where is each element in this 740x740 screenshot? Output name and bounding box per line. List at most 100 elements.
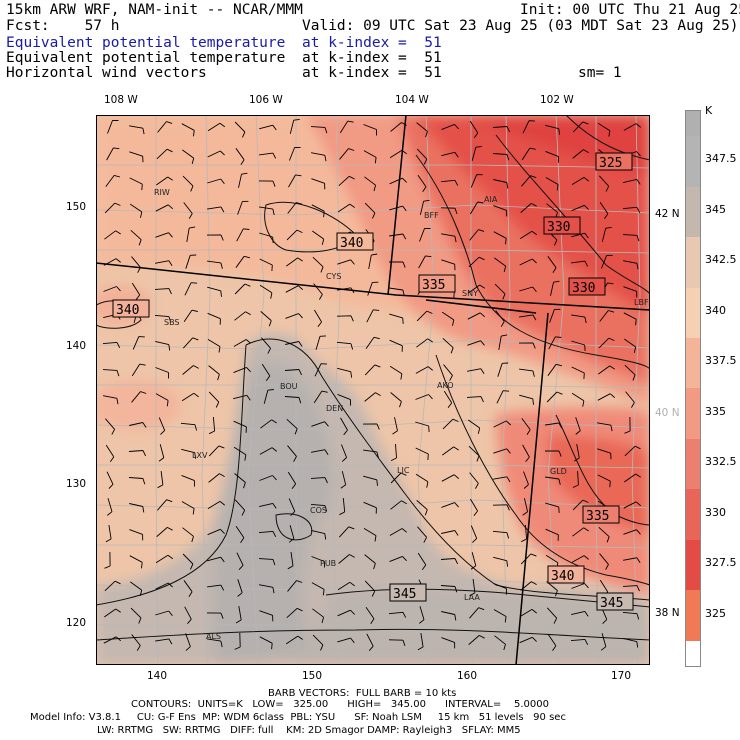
- init-time: Init: 00 UTC Thu 21 Aug 25: [520, 2, 740, 18]
- contour-label: 335: [418, 274, 456, 293]
- station-lxv: LXV: [192, 451, 208, 460]
- station-sny: SNY: [462, 289, 478, 298]
- wind-barb: [156, 527, 173, 537]
- wind-barb: [337, 259, 355, 265]
- wind-barb: [259, 636, 273, 650]
- wind-barb: [234, 121, 246, 138]
- wind-barb: [363, 475, 378, 486]
- colorbar-tick-label: 327.5: [705, 556, 737, 570]
- wind-barb: [390, 392, 402, 408]
- wind-barb: [289, 118, 300, 134]
- wind-barb: [415, 366, 433, 374]
- grid-x-label-150: 150: [302, 670, 323, 682]
- wind-barb: [105, 525, 112, 543]
- wind-barb: [181, 392, 199, 402]
- wind-barb: [129, 125, 145, 135]
- wind-barb: [623, 178, 641, 185]
- wind-barb: [623, 501, 641, 509]
- wind-barb: [337, 581, 355, 591]
- field3-level: at k-index = 51: [302, 65, 442, 81]
- model-info-line2: LW: RRTMG SW: RRTMG DIFF: full KM: 2D Sm…: [97, 725, 521, 736]
- lon-label-102w: 102 W: [540, 94, 574, 106]
- wind-barb: [492, 504, 510, 511]
- wind-barb: [363, 501, 377, 514]
- wind-barb: [207, 260, 223, 269]
- wind-barb: [521, 418, 531, 435]
- wind-barb: [156, 148, 173, 160]
- wind-barb: [365, 336, 380, 349]
- wind-barb: [287, 471, 297, 489]
- contour-325: [565, 115, 650, 161]
- field2-level: at k-index = 51: [302, 50, 442, 66]
- colorbar-tick-label: 335: [705, 404, 726, 418]
- wind-barb: [547, 633, 557, 651]
- wind-barb: [182, 365, 199, 375]
- wind-barb: [598, 175, 610, 192]
- wind-barb: [520, 524, 528, 543]
- wind-barb: [572, 527, 589, 537]
- wind-barb: [623, 637, 639, 648]
- wind-barb: [129, 555, 143, 569]
- wind-barb: [312, 230, 325, 245]
- wind-barb: [494, 635, 506, 651]
- wind-barb: [442, 337, 454, 354]
- wind-barb: [157, 121, 173, 133]
- wind-barb: [571, 555, 589, 563]
- wind-barb: [338, 526, 355, 538]
- wind-barb: [286, 418, 298, 435]
- wind-barb: [497, 362, 509, 377]
- wind-barb: [129, 529, 144, 541]
- wind-barb: [103, 258, 121, 266]
- wind-barb: [519, 636, 537, 644]
- wind-barb: [520, 581, 537, 591]
- wind-barb: [388, 639, 406, 647]
- lat-label-42n: 42 N: [655, 208, 680, 220]
- wind-barb: [441, 259, 456, 271]
- wind-barb: [285, 285, 303, 293]
- wind-barb: [440, 179, 459, 186]
- contour-label: 340: [547, 565, 585, 584]
- wind-barb: [102, 341, 121, 349]
- wind-barb: [623, 312, 637, 326]
- wind-barb: [364, 554, 376, 570]
- wind-barb: [389, 528, 408, 536]
- wind-barb: [131, 363, 146, 377]
- wind-barb: [284, 369, 303, 376]
- wind-barb: [182, 337, 199, 349]
- wind-barb: [207, 339, 221, 353]
- field1-level: at k-index = 51: [302, 35, 442, 51]
- wind-barb: [365, 607, 375, 624]
- wind-barb: [185, 254, 197, 269]
- wind-barb: [441, 474, 459, 482]
- wind-barb: [599, 553, 609, 570]
- wind-barb: [389, 177, 408, 185]
- county-line: [96, 579, 650, 591]
- wind-barb: [417, 526, 427, 543]
- svg-text:345: 345: [393, 587, 416, 602]
- forecast-hour: Fcst: 57 h: [6, 18, 120, 34]
- wind-barb: [180, 422, 198, 431]
- wind-barb: [261, 337, 271, 354]
- wind-barb: [261, 363, 271, 382]
- wind-barb: [311, 204, 325, 218]
- wind-barb: [571, 204, 589, 212]
- wind-barb: [419, 606, 425, 624]
- wind-barb: [468, 445, 480, 462]
- county-lines: [96, 115, 650, 665]
- wind-barb: [571, 583, 589, 589]
- grid-y-label-120: 120: [66, 617, 87, 629]
- contour-label: 325: [595, 152, 633, 171]
- wind-barb: [129, 203, 143, 218]
- wind-barb: [312, 608, 325, 624]
- wind-barb: [597, 474, 611, 488]
- wind-barb: [339, 148, 355, 160]
- wind-barb: [310, 126, 328, 134]
- wind-barb: [624, 338, 637, 353]
- svg-text:340: 340: [340, 236, 363, 251]
- wind-barb: [469, 607, 485, 619]
- wind-barb: [522, 444, 530, 462]
- lat-label-38n: 38 N: [655, 607, 680, 619]
- wind-barb: [521, 147, 536, 161]
- wind-barb: [495, 310, 505, 327]
- svg-text:335: 335: [422, 278, 445, 293]
